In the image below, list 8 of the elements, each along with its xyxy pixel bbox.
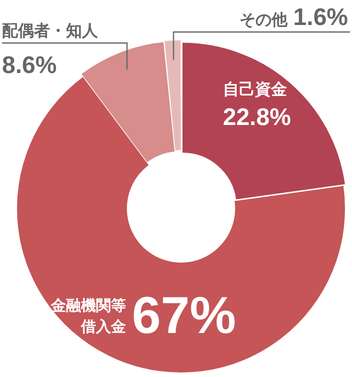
data-label: 1.6% xyxy=(293,4,348,31)
slice-label: 自己資金 xyxy=(222,80,287,99)
slice-label: その他 xyxy=(239,11,288,29)
slice-label: 金融機関等借入金 xyxy=(50,298,126,336)
data-label: 22.8% xyxy=(222,104,291,131)
slice-label: 配偶者・知人 xyxy=(2,22,99,40)
data-label: 67% xyxy=(132,286,236,345)
data-label: 8.6% xyxy=(2,52,57,79)
